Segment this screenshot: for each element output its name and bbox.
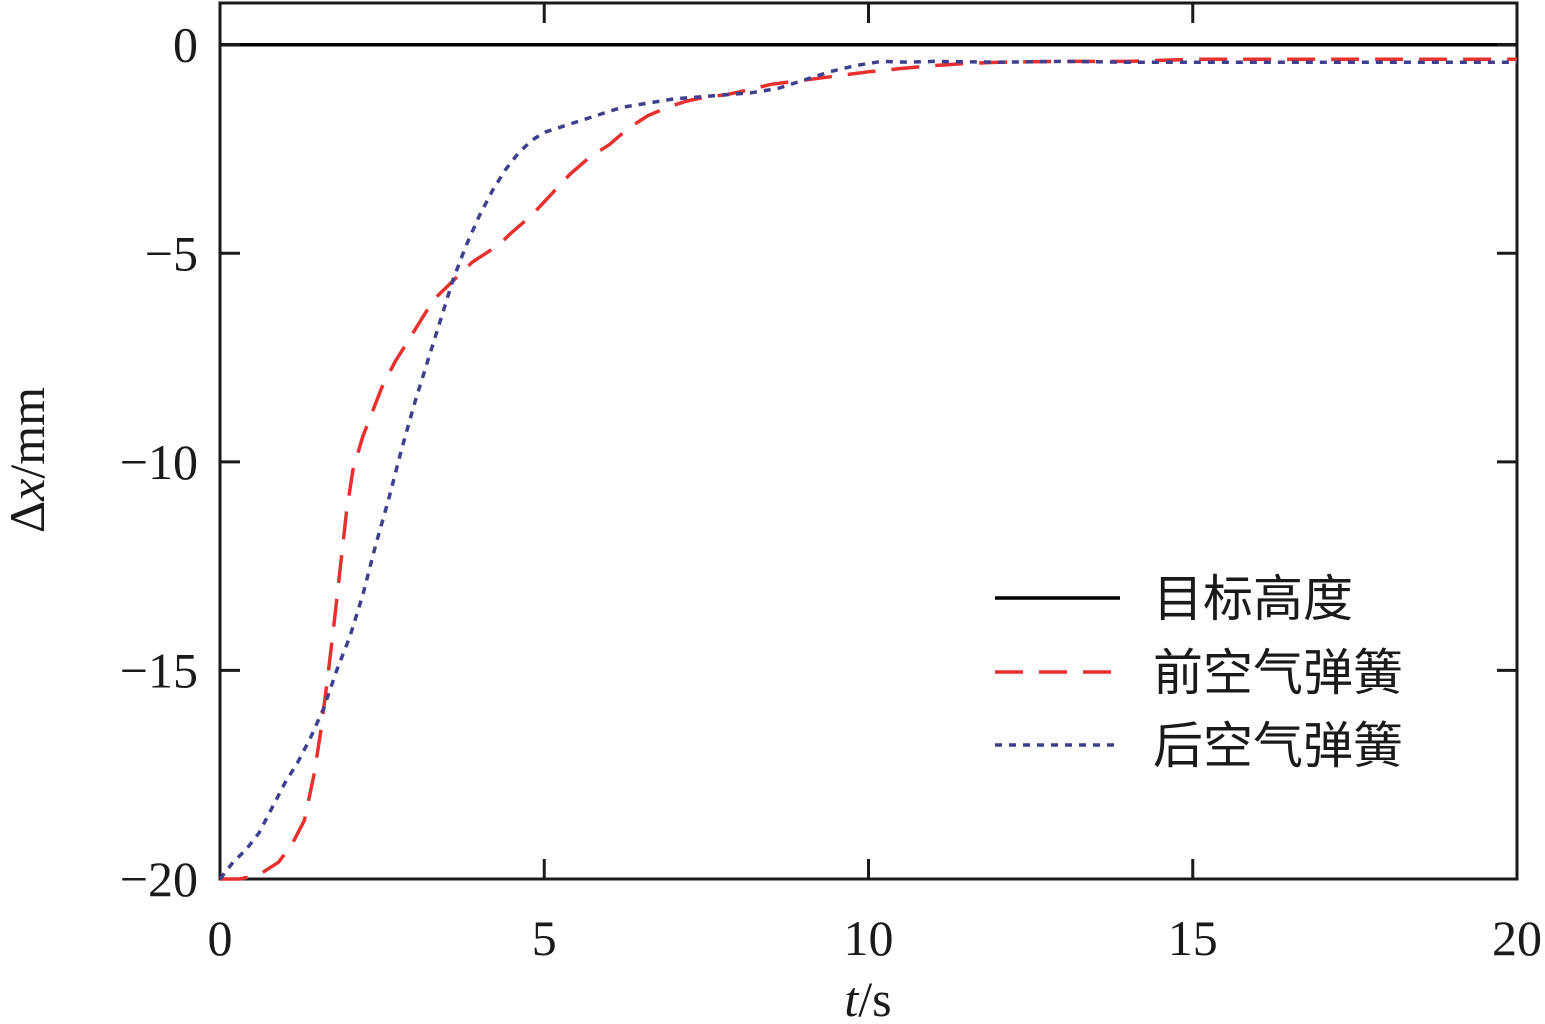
y-tick-label: −10 <box>120 434 198 490</box>
y-axis-ticks: 0 −5 −10 −15 −20 <box>120 17 1517 907</box>
x-axis-label: t/s <box>844 971 891 1024</box>
legend-label-0: 目标高度 <box>1153 570 1353 628</box>
y-axis-label-prefix: Δ <box>0 501 55 533</box>
x-axis-label-variable: t <box>844 971 859 1024</box>
x-tick-label: 15 <box>1168 910 1218 966</box>
legend-label-2: 后空气弹簧 <box>1153 717 1403 775</box>
y-tick-label: −5 <box>145 225 198 281</box>
series-line-2 <box>218 59 1517 881</box>
y-tick-label: 0 <box>173 17 198 73</box>
series-line-1 <box>220 57 1517 881</box>
x-tick-label: 5 <box>532 910 557 966</box>
series-layer <box>218 42 1517 881</box>
y-tick-label: −20 <box>120 851 198 907</box>
y-axis-label-variable: x <box>0 479 55 502</box>
x-axis-ticks: 0 5 10 15 20 <box>208 3 1542 966</box>
legend-label-1: 前空气弹簧 <box>1153 644 1403 702</box>
x-axis-label-unit: /s <box>858 971 891 1024</box>
y-axis-label-unit: /mm <box>0 387 55 479</box>
x-tick-label: 10 <box>844 910 894 966</box>
y-axis-label: Δx/mm <box>0 387 55 533</box>
x-tick-label: 20 <box>1492 910 1542 966</box>
y-tick-label: −15 <box>120 642 198 698</box>
x-tick-label: 0 <box>208 910 233 966</box>
